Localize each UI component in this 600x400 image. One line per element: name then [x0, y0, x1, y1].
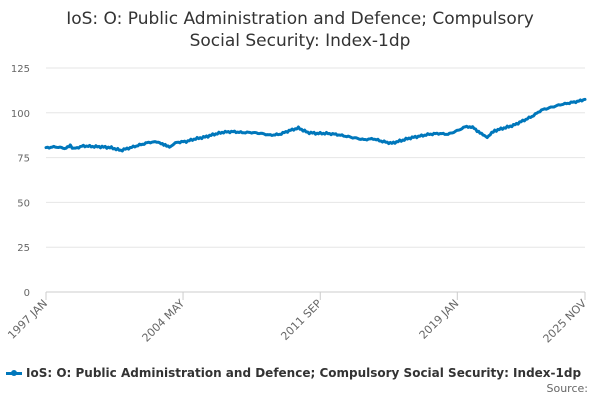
legend-swatch-icon — [6, 369, 22, 376]
y-tick-label: 25 — [17, 243, 30, 254]
y-tick-label: 100 — [11, 109, 30, 120]
y-tick-label: 50 — [17, 198, 30, 209]
y-tick-label: 75 — [17, 154, 30, 165]
y-tick-label: 0 — [24, 288, 30, 299]
grid-layer — [46, 67, 585, 248]
x-tick-label: 2025 NOV — [541, 297, 590, 346]
legend[interactable]: IoS: O: Public Administration and Defenc… — [6, 365, 581, 381]
y-tick-label: 125 — [11, 64, 30, 75]
series-layer — [44, 97, 587, 153]
chart-title: IoS: O: Public Administration and Defenc… — [0, 8, 600, 52]
x-tick-label: 1997 JAN — [5, 297, 50, 342]
chart-title-line-1: IoS: O: Public Administration and Defenc… — [66, 9, 534, 29]
series-line — [44, 97, 587, 153]
legend-label: IoS: O: Public Administration and Defenc… — [26, 366, 582, 380]
x-tick-label: 2011 SEP — [278, 297, 324, 343]
source-label: Source: — [546, 382, 589, 395]
chart-title-line-2: Social Security: Index-1dp — [189, 31, 411, 51]
axis-layer — [45, 291, 586, 300]
label-layer: 0 25 50 75 100 125 1997 JAN 2004 MAY 2011 SEP 201… — [5, 64, 589, 346]
x-tick-label: 2004 MAY — [140, 297, 188, 345]
x-tick-label: 2019 JAN — [417, 297, 462, 342]
